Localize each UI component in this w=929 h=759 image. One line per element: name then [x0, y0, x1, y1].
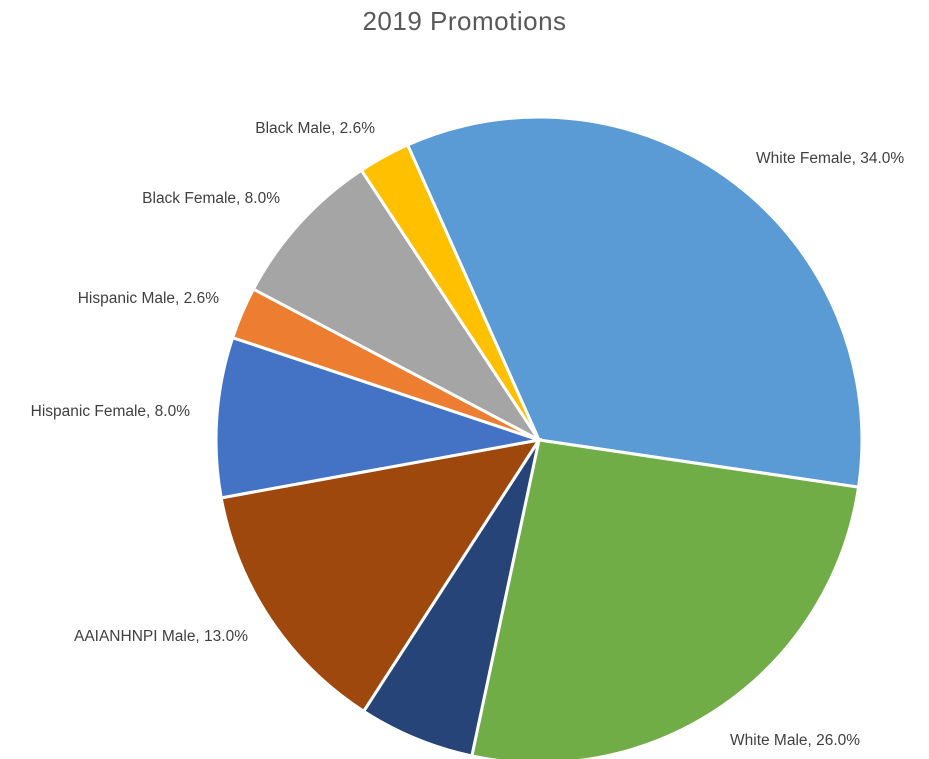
- data-label-white-female: White Female, 34.0%: [756, 150, 904, 167]
- chart-title: 2019 Promotions: [362, 6, 567, 36]
- data-label-hispanic-male: Hispanic Male, 2.6%: [78, 290, 220, 307]
- pie-slice-white-male: [470, 438, 861, 759]
- data-label-aaianhnpi-male: AAIANHNPI Male, 13.0%: [74, 628, 248, 645]
- pie-slice-white-female: [405, 115, 864, 489]
- data-label-black-female: Black Female, 8.0%: [142, 190, 280, 207]
- pie-slice-black-female: [251, 168, 541, 442]
- data-label-white-male: White Male, 26.0%: [730, 732, 860, 749]
- data-label-hispanic-female: Hispanic Female, 8.0%: [31, 403, 191, 420]
- pie-slice-aaianhnpi-male: [219, 437, 543, 714]
- data-label-black-male: Black Male, 2.6%: [255, 120, 375, 137]
- pie-slice-hispanic-female: [214, 335, 540, 500]
- pie-slice-black-male: [359, 142, 541, 441]
